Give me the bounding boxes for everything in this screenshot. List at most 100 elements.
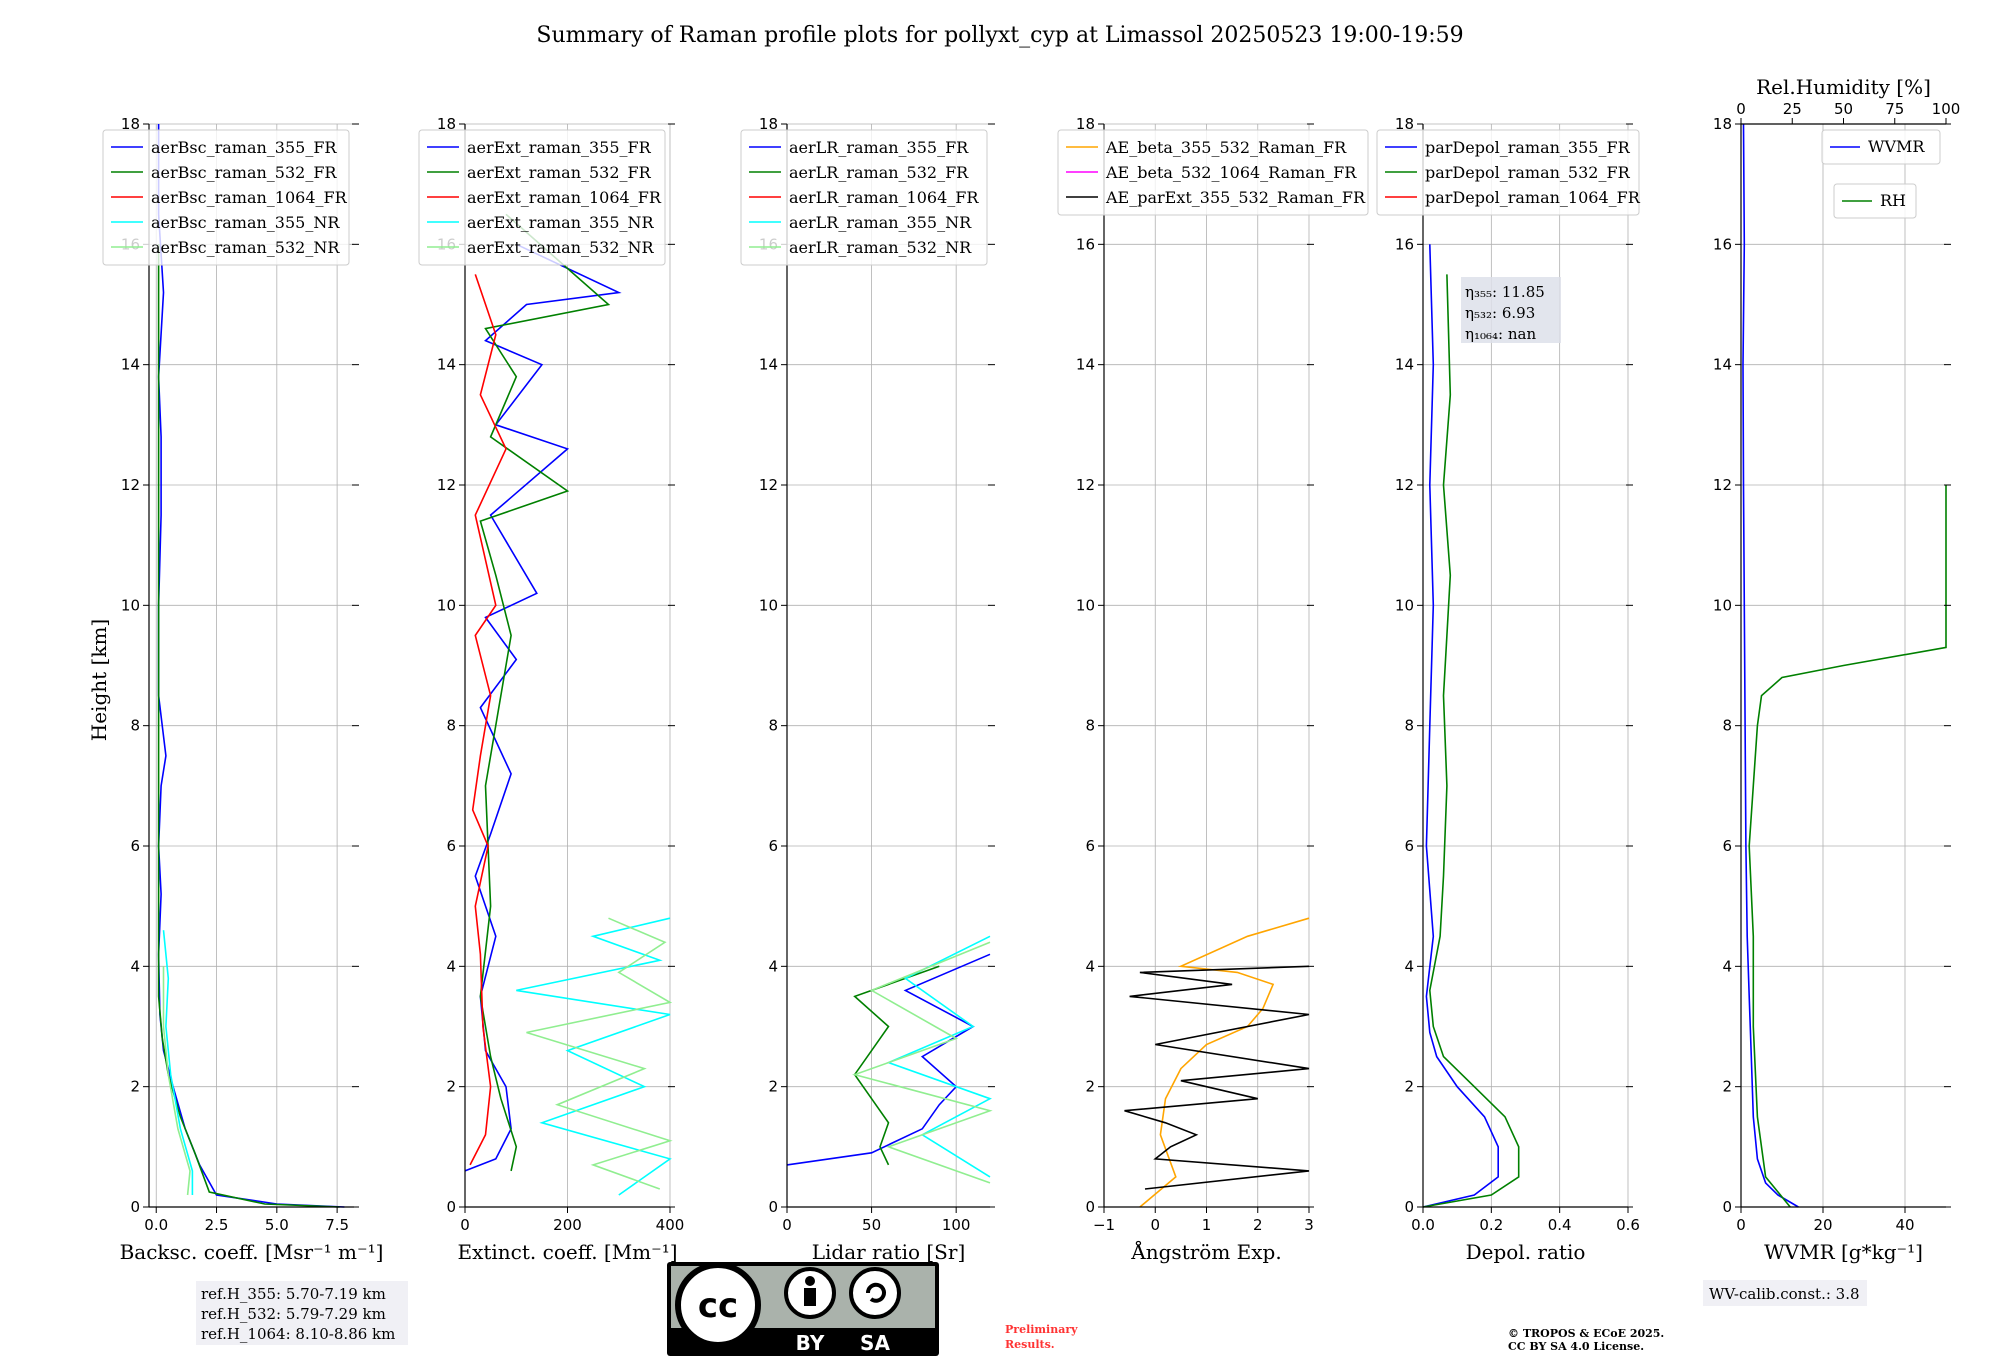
series-line-RH — [1748, 485, 1947, 1208]
series-line-aerExt_raman_1064_FR — [469, 274, 507, 1166]
cc-by-sa-badge: cc BY SA — [667, 1262, 939, 1356]
legend-label: aerExt_raman_532_FR — [467, 163, 652, 182]
y-tick-label: 16 — [1713, 235, 1732, 253]
share-alike-icon — [849, 1267, 901, 1319]
y-tick-label: 14 — [1076, 356, 1095, 374]
y-tick-label: 14 — [759, 356, 778, 374]
legend-label: RH — [1880, 191, 1906, 210]
y-tick-label: 8 — [1085, 717, 1095, 735]
badge-sa-label: SA — [860, 1331, 890, 1355]
top-tick-label: 25 — [1783, 100, 1802, 118]
y-tick-label: 2 — [1085, 1078, 1095, 1096]
y-tick-label: 0 — [768, 1198, 778, 1216]
y-tick-label: 18 — [437, 115, 456, 133]
x-tick-label: 2 — [1253, 1216, 1263, 1234]
x-tick-label: 400 — [656, 1216, 685, 1234]
series-group — [464, 213, 673, 1196]
legend-label: aerExt_raman_1064_FR — [467, 188, 662, 207]
x-tick-label: 7.5 — [325, 1216, 349, 1234]
eta-annotations: η₃₅₅: 11.85 η₅₃₂: 6.93 η₁₀₆₄: nan — [1461, 277, 1561, 343]
eta-annotation-background — [1461, 277, 1561, 343]
y-tick-label: 2 — [768, 1078, 778, 1096]
panel-1: 0.02.55.07.5024681012141618Backsc. coeff… — [102, 115, 383, 1264]
legend-frame — [1057, 129, 1369, 216]
legend-label: aerLR_raman_532_NR — [789, 238, 972, 257]
y-tick-label: 0 — [446, 1198, 456, 1216]
y-tick-label: 12 — [437, 476, 456, 494]
series-group — [157, 124, 345, 1208]
y-tick-label: 18 — [1395, 115, 1414, 133]
series-line-aerExt_raman_355_NR — [516, 917, 672, 1196]
x-axis-label: Ångström Exp. — [1130, 1239, 1281, 1264]
y-tick-label: 2 — [446, 1078, 456, 1096]
y-tick-label: 4 — [1404, 957, 1414, 975]
y-tick-label: 12 — [759, 476, 778, 494]
y-tick-label: 6 — [446, 837, 456, 855]
y-tick-label: 6 — [1404, 837, 1414, 855]
x-tick-label: −1 — [1093, 1216, 1115, 1234]
x-axis-label: Extinct. coeff. [Mm⁻¹] — [457, 1240, 677, 1264]
series-line-AE_parExt_355_532_Raman_FR — [1124, 965, 1310, 1190]
legend-label: aerExt_raman_355_FR — [467, 138, 652, 157]
legend-label: aerLR_raman_1064_FR — [789, 188, 979, 207]
legend-label: parDepol_raman_532_FR — [1425, 163, 1631, 182]
legend-label: AE_beta_532_1064_Raman_FR — [1105, 163, 1357, 182]
top-tick-label: 0 — [1736, 100, 1746, 118]
x-tick-label: 0 — [782, 1216, 792, 1234]
panels-group: 0.02.55.07.5024681012141618Backsc. coeff… — [102, 75, 1960, 1264]
y-tick-label: 8 — [768, 717, 778, 735]
panel-6: 0 20 40 0 2 4 6 8 10 12 14 16 18 WVMR [g*kg⁻¹] 0 25 50 75… — [1713, 75, 1960, 1264]
panel-2: 0200400024681012141618Extinct. coeff. [M… — [418, 115, 685, 1264]
series-line-WVMR — [1742, 123, 1799, 1208]
x-axis-label: Lidar ratio [Sr] — [812, 1240, 966, 1264]
y-tick-label: 0 — [1722, 1198, 1732, 1216]
x-tick-label: 3 — [1304, 1216, 1314, 1234]
ref-height-1064: ref.H_1064: 8.10-8.86 km — [201, 1325, 395, 1343]
series-line-aerExt_raman_532_FR — [479, 213, 611, 1172]
legend: WVMR RH — [1821, 129, 1941, 219]
legend-label: aerLR_raman_355_FR — [789, 138, 969, 157]
height-axis-label: Height [km] — [87, 619, 111, 741]
cc-logo-text: cc — [698, 1286, 738, 1326]
y-tick-label: 4 — [446, 957, 456, 975]
y-tick-label: 18 — [1713, 115, 1732, 133]
x-tick-label: 0.2 — [1479, 1216, 1503, 1234]
y-tick-label: 2 — [130, 1078, 140, 1096]
eta-annotation: η₁₀₆₄: nan — [1465, 325, 1536, 343]
legend-frame — [102, 129, 350, 266]
y-tick-label: 4 — [768, 957, 778, 975]
panel-5: 0.0 0.2 0.4 0.6 0 2 4 6 8 10 12 14 16 18 Depol. ratio p… — [1376, 115, 1641, 1264]
share-alike-arrow — [865, 1282, 886, 1303]
y-tick-label: 10 — [1713, 596, 1732, 614]
x-tick-label: 40 — [1895, 1216, 1914, 1234]
wv-calib-constant: WV-calib.const.: 3.8 — [1709, 1285, 1860, 1303]
x-tick-label: 1 — [1202, 1216, 1212, 1234]
x-tick-label: 20 — [1813, 1216, 1832, 1234]
series-line-parDepol_raman_355_FR — [1422, 244, 1499, 1208]
y-tick-label: 8 — [1722, 717, 1732, 735]
y-tick-label: 14 — [121, 356, 140, 374]
reference-heights-box: ref.H_355: 5.70-7.19 km ref.H_532: 5.79-… — [196, 1281, 408, 1345]
legend-frame — [1376, 129, 1640, 216]
preliminary-label-line2: Results. — [1005, 1338, 1055, 1351]
x-tick-label: 0.6 — [1616, 1216, 1640, 1234]
legend-label: aerBsc_raman_1064_FR — [151, 188, 348, 207]
top-tick-label: 75 — [1885, 100, 1904, 118]
top-tick-label: 100 — [1932, 100, 1961, 118]
eta-annotation: η₃₅₅: 11.85 — [1465, 283, 1545, 301]
x-tick-label: 0.0 — [144, 1216, 168, 1234]
y-tick-label: 8 — [446, 717, 456, 735]
y-tick-label: 2 — [1404, 1078, 1414, 1096]
x-tick-label: 5.0 — [265, 1216, 289, 1234]
legend-label: WVMR — [1868, 137, 1925, 156]
legend-label: AE_beta_355_532_Raman_FR — [1105, 138, 1347, 157]
legend-frame — [1833, 183, 1917, 219]
y-tick-label: 14 — [1395, 356, 1414, 374]
y-tick-label: 18 — [121, 115, 140, 133]
legend-label: aerBsc_raman_355_NR — [151, 213, 340, 232]
y-tick-label: 4 — [1722, 957, 1732, 975]
series-group — [1422, 244, 1520, 1208]
x-tick-label: 0 — [1736, 1216, 1746, 1234]
top-tick-label: 50 — [1834, 100, 1853, 118]
